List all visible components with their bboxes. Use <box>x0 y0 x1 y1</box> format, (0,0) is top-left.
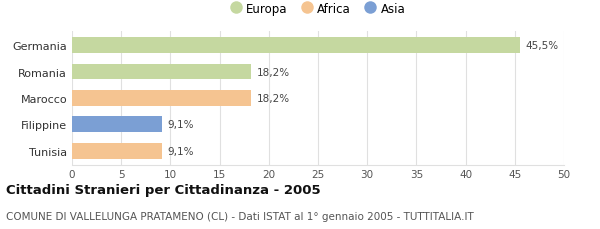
Bar <box>72 38 520 54</box>
Bar <box>72 117 161 133</box>
Bar <box>72 91 251 106</box>
Text: COMUNE DI VALLELUNGA PRATAMENO (CL) - Dati ISTAT al 1° gennaio 2005 - TUTTITALIA: COMUNE DI VALLELUNGA PRATAMENO (CL) - Da… <box>6 211 474 221</box>
Text: 9,1%: 9,1% <box>167 146 194 156</box>
Text: Cittadini Stranieri per Cittadinanza - 2005: Cittadini Stranieri per Cittadinanza - 2… <box>6 183 320 196</box>
Text: 45,5%: 45,5% <box>526 41 559 51</box>
Text: 18,2%: 18,2% <box>257 67 290 77</box>
Bar <box>72 143 161 159</box>
Bar <box>72 64 251 80</box>
Text: 9,1%: 9,1% <box>167 120 194 130</box>
Legend: Europa, Africa, Asia: Europa, Africa, Asia <box>226 0 410 20</box>
Text: 18,2%: 18,2% <box>257 93 290 104</box>
